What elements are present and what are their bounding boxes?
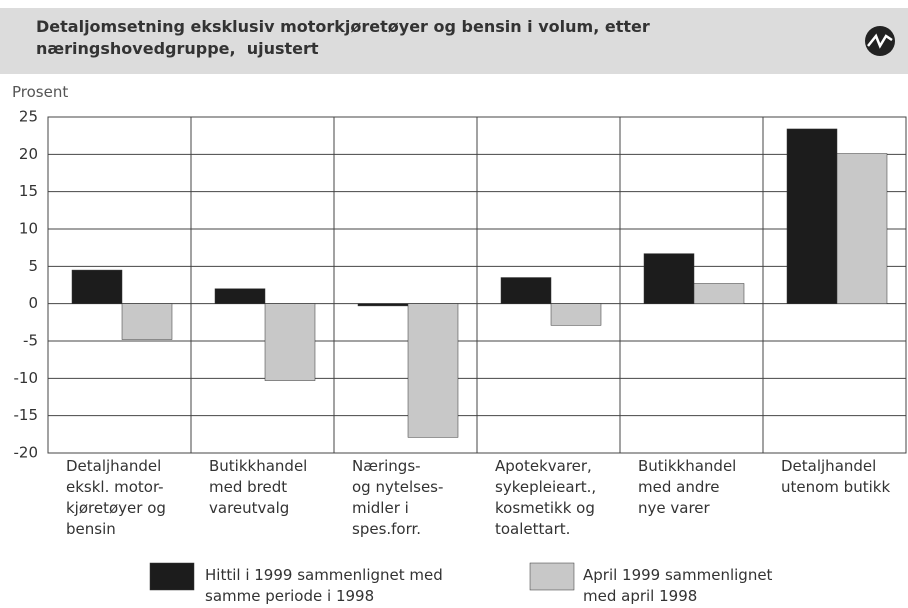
x-tick-label: Detaljhandel utenom butikk [781, 457, 891, 496]
y-tick-label: -10 [14, 369, 39, 387]
x-tick-label: Butikkhandel med bredt vareutvalg [209, 457, 308, 517]
y-tick-label: -5 [23, 332, 38, 350]
bar [786, 128, 838, 304]
y-tick-label: 0 [28, 294, 38, 312]
chart-title: Detaljomsetning eksklusiv motorkjøretøye… [36, 17, 650, 58]
logo-mark [867, 33, 893, 49]
legend-label: April 1999 sammenlignet med april 1998 [583, 566, 773, 605]
bar [407, 303, 459, 438]
legend-label: Hittil i 1999 sammenlignet med samme per… [205, 566, 443, 605]
y-tick-label: 15 [19, 182, 38, 200]
bar [643, 253, 695, 304]
y-tick-label: 10 [19, 220, 38, 238]
bar [550, 303, 602, 326]
bar [214, 288, 266, 304]
bar [357, 303, 409, 307]
x-tick-label: Butikkhandel med andre nye varer [638, 457, 737, 517]
y-tick-label: 20 [19, 145, 38, 163]
bar [71, 269, 123, 304]
bar [500, 277, 552, 304]
legend-swatch [149, 562, 195, 591]
y-tick-label: -15 [14, 406, 39, 424]
header-band [0, 8, 908, 74]
bar [693, 283, 745, 304]
bar [121, 303, 173, 340]
x-tick-label: Detaljhandel ekskl. motor- kjøretøyer og… [66, 457, 166, 538]
y-tick-label: 5 [28, 257, 38, 275]
x-tick-label: Apotekvarer, sykepleieart., kosmetikk og… [495, 457, 597, 538]
y-axis-title: Prosent [12, 83, 69, 101]
legend-swatch [529, 562, 575, 591]
x-tick-label: Nærings- og nytelses- midler i spes.forr… [352, 457, 444, 538]
bar [264, 303, 316, 381]
bar [836, 153, 888, 304]
y-tick-label: -20 [14, 444, 39, 462]
logo [865, 26, 895, 56]
y-tick-label: 25 [19, 108, 38, 126]
